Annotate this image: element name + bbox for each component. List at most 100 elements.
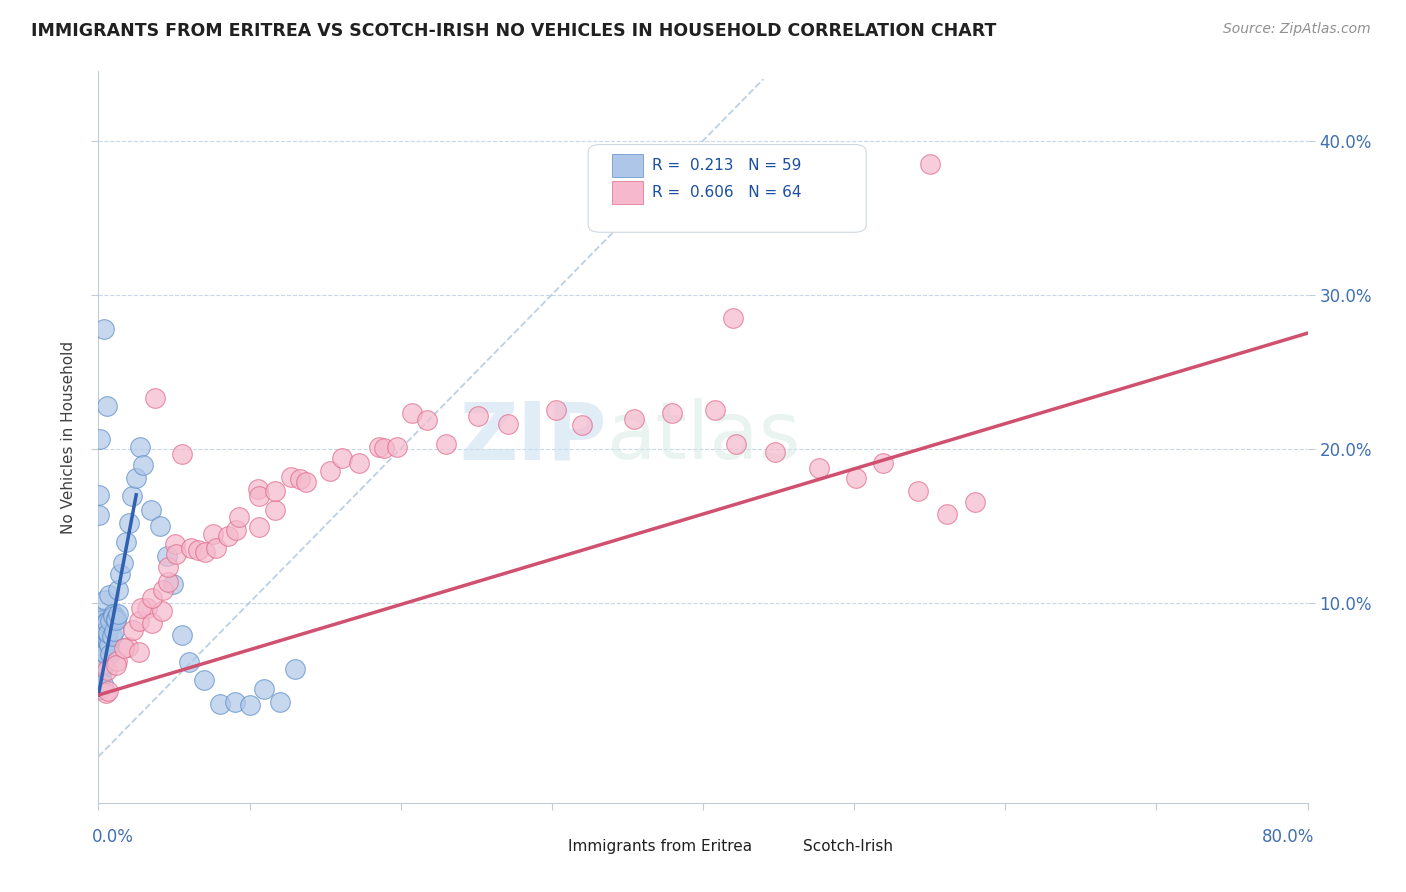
Point <box>723 310 745 325</box>
Point <box>284 662 307 676</box>
Point <box>91 677 114 691</box>
Point <box>318 464 340 478</box>
Point <box>496 417 519 431</box>
Point <box>114 641 136 656</box>
Point <box>152 583 174 598</box>
Point <box>94 646 117 660</box>
FancyBboxPatch shape <box>613 181 643 204</box>
FancyBboxPatch shape <box>613 154 643 178</box>
Point <box>128 614 150 628</box>
Point <box>111 556 134 570</box>
Point <box>704 402 727 417</box>
FancyBboxPatch shape <box>588 145 866 232</box>
Point <box>90 618 112 632</box>
Point <box>94 615 117 629</box>
Point <box>253 681 276 696</box>
Point <box>177 655 200 669</box>
Point <box>93 628 115 642</box>
Text: R =  0.213   N = 59: R = 0.213 N = 59 <box>652 158 801 173</box>
Point <box>269 695 291 709</box>
FancyBboxPatch shape <box>769 839 796 854</box>
Point <box>193 673 215 687</box>
Point <box>129 601 152 615</box>
Point <box>247 482 270 496</box>
Point <box>208 697 231 711</box>
Point <box>90 611 112 625</box>
Point <box>96 632 118 647</box>
Point <box>963 494 986 508</box>
Point <box>156 575 179 590</box>
Point <box>96 634 118 648</box>
Point <box>808 461 831 475</box>
Point <box>98 647 121 661</box>
Text: Source: ZipAtlas.com: Source: ZipAtlas.com <box>1223 22 1371 37</box>
Point <box>247 489 270 503</box>
Point <box>180 541 202 555</box>
Point <box>136 601 159 615</box>
Point <box>117 640 139 655</box>
Point <box>128 645 150 659</box>
Point <box>872 456 894 470</box>
Point <box>224 695 246 709</box>
Point <box>118 516 141 530</box>
Point <box>107 607 129 621</box>
Point <box>100 629 122 643</box>
Point <box>239 698 262 712</box>
Point <box>163 537 186 551</box>
Point <box>97 684 120 698</box>
Point <box>89 488 111 502</box>
Point <box>228 510 250 524</box>
Text: R =  0.606   N = 64: R = 0.606 N = 64 <box>652 186 801 201</box>
Point <box>156 549 179 563</box>
Point <box>121 489 143 503</box>
Point <box>98 614 121 628</box>
Point <box>89 433 111 447</box>
Point <box>90 613 112 627</box>
Point <box>89 647 111 661</box>
Point <box>125 471 148 485</box>
Point <box>264 502 287 516</box>
Point <box>91 625 114 640</box>
Point <box>165 547 187 561</box>
Point <box>194 544 217 558</box>
Point <box>89 642 111 657</box>
Point <box>936 507 959 521</box>
Text: 0.0%: 0.0% <box>91 828 134 846</box>
Point <box>907 484 929 499</box>
Point <box>115 535 138 549</box>
Point <box>162 576 184 591</box>
Point <box>96 663 118 677</box>
Point <box>93 592 115 607</box>
Point <box>725 437 748 451</box>
Point <box>104 613 127 627</box>
Point <box>141 591 163 605</box>
Point <box>139 502 162 516</box>
Point <box>91 657 114 671</box>
Point <box>96 686 118 700</box>
Point <box>104 611 127 625</box>
Point <box>98 588 121 602</box>
Point <box>128 440 150 454</box>
Point <box>571 418 593 433</box>
Point <box>143 391 166 405</box>
Point <box>288 472 311 486</box>
Point <box>105 657 128 672</box>
Point <box>93 657 115 672</box>
Point <box>97 625 120 640</box>
Point <box>205 541 228 556</box>
Point <box>98 638 121 652</box>
Point <box>434 437 457 451</box>
Point <box>93 660 115 674</box>
Point <box>330 450 353 465</box>
Point <box>264 484 287 499</box>
Point <box>103 624 125 639</box>
Point <box>149 518 172 533</box>
Point <box>172 448 194 462</box>
Point <box>347 456 370 470</box>
Point <box>96 399 118 413</box>
Point <box>247 520 270 534</box>
Point <box>108 567 131 582</box>
Point <box>107 583 129 598</box>
Point <box>89 508 111 522</box>
Point <box>132 458 155 472</box>
